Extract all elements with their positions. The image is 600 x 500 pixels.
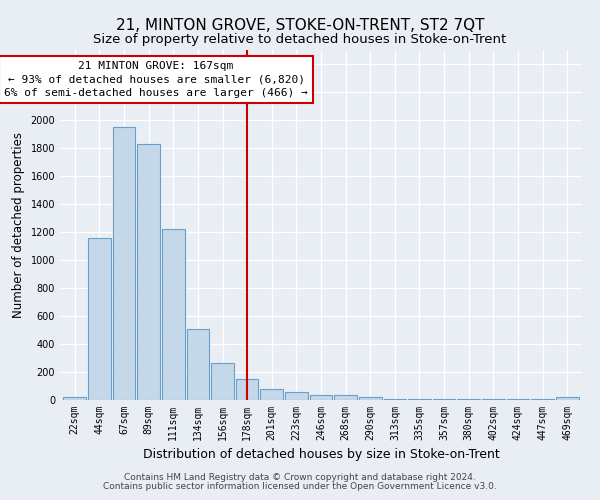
Text: Contains public sector information licensed under the Open Government Licence v3: Contains public sector information licen…	[103, 482, 497, 491]
Text: Contains HM Land Registry data © Crown copyright and database right 2024.: Contains HM Land Registry data © Crown c…	[124, 473, 476, 482]
Bar	[187, 328, 209, 400]
Text: 21 MINTON GROVE: 167sqm
← 93% of detached houses are smaller (6,820)
6% of semi-: 21 MINTON GROVE: 167sqm ← 93% of detache…	[4, 61, 308, 98]
Bar	[359, 397, 382, 400]
Bar	[137, 144, 160, 400]
Text: 21, MINTON GROVE, STOKE-ON-TRENT, ST2 7QT: 21, MINTON GROVE, STOKE-ON-TRENT, ST2 7Q…	[116, 18, 484, 32]
Bar	[556, 398, 578, 400]
Bar	[310, 395, 332, 400]
Bar	[236, 379, 259, 400]
Bar	[162, 228, 185, 400]
Bar	[211, 363, 234, 400]
Bar	[113, 127, 136, 400]
X-axis label: Distribution of detached houses by size in Stoke-on-Trent: Distribution of detached houses by size …	[143, 448, 499, 462]
Bar	[285, 392, 308, 400]
Y-axis label: Number of detached properties: Number of detached properties	[12, 132, 25, 318]
Bar	[64, 396, 86, 400]
Bar	[88, 238, 111, 400]
Bar	[334, 395, 357, 400]
Text: Size of property relative to detached houses in Stoke-on-Trent: Size of property relative to detached ho…	[94, 32, 506, 46]
Bar	[260, 389, 283, 400]
